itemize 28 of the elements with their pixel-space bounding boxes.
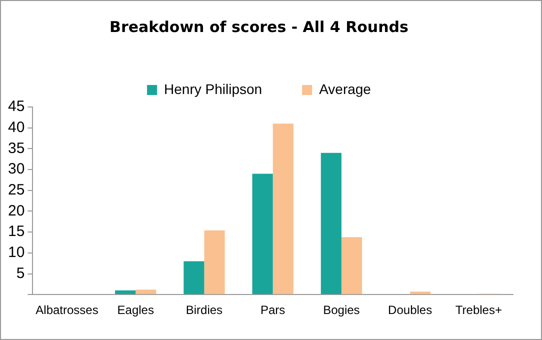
x-tick-label: Pars bbox=[260, 303, 286, 318]
bar bbox=[272, 124, 294, 294]
x-tick-label: Bogies bbox=[323, 303, 360, 318]
legend-label: Average bbox=[319, 80, 372, 97]
x-tick-label: Albatrosses bbox=[36, 303, 98, 318]
y-tick-label: 35 bbox=[8, 140, 25, 157]
x-tick-label: Eagles bbox=[117, 303, 154, 318]
y-tick-label: 25 bbox=[8, 182, 25, 199]
y-tick-label: 40 bbox=[8, 118, 25, 136]
bar bbox=[136, 290, 156, 294]
y-tick-label: 10 bbox=[8, 244, 25, 262]
y-tick-label: 20 bbox=[8, 202, 25, 220]
x-tick-label: Doubles bbox=[388, 303, 432, 318]
y-tick-label: 30 bbox=[8, 160, 25, 178]
bar bbox=[184, 261, 204, 294]
bar bbox=[252, 174, 273, 294]
y-tick-label: 45 bbox=[8, 98, 25, 116]
legend-label: Henry Philipson bbox=[164, 80, 262, 97]
bar bbox=[410, 292, 431, 294]
bar bbox=[320, 152, 342, 294]
x-tick-label: Birdies bbox=[186, 303, 223, 318]
y-tick-label: 5 bbox=[16, 264, 25, 282]
y-tick-label: 15 bbox=[8, 223, 25, 240]
bar bbox=[341, 237, 362, 294]
chart-title: Breakdown of scores - All 4 Rounds bbox=[110, 18, 409, 36]
x-tick-label: Trebles+ bbox=[455, 303, 502, 318]
bar bbox=[204, 230, 225, 294]
bar bbox=[115, 290, 136, 294]
